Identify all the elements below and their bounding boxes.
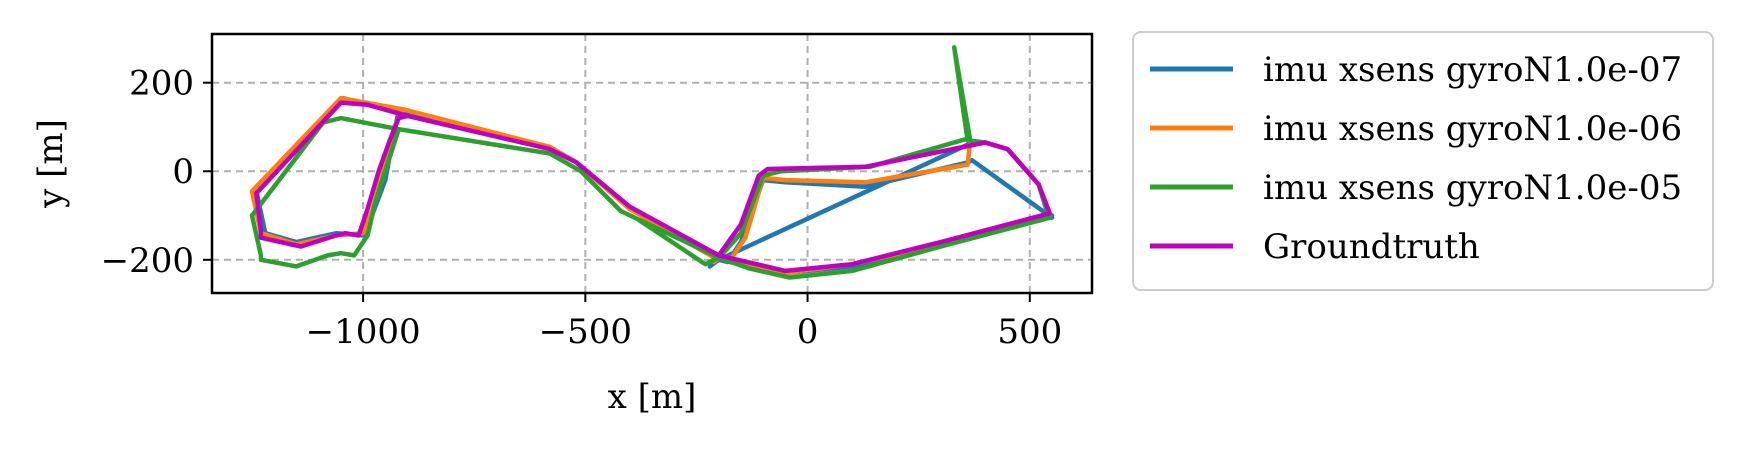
series-line-4 bbox=[254, 100, 1053, 274]
plot-frame bbox=[210, 32, 1094, 295]
y-tick-label: 200 bbox=[129, 64, 194, 104]
x-tick-label: −1000 bbox=[306, 312, 421, 352]
legend-box bbox=[1132, 31, 1714, 291]
y-tick-label: 0 bbox=[172, 152, 194, 192]
axis-ticks: −1000 −500 0 500 −200 0 200 bbox=[101, 64, 1063, 352]
legend-label: Groundtruth bbox=[1263, 227, 1480, 267]
y-tick-label: −200 bbox=[101, 241, 194, 281]
series-lines bbox=[249, 45, 1055, 280]
x-tick-label: 0 bbox=[797, 312, 819, 352]
legend-label: imu xsens gyroN1.0e-06 bbox=[1263, 109, 1682, 149]
x-axis-label: x [m] bbox=[608, 377, 697, 417]
legend-label: imu xsens gyroN1.0e-07 bbox=[1263, 50, 1682, 90]
series-path-segment bbox=[249, 126, 401, 269]
grid-lines bbox=[212, 34, 1092, 293]
legend-label: imu xsens gyroN1.0e-05 bbox=[1263, 168, 1682, 208]
x-tick-label: −500 bbox=[539, 312, 632, 352]
series-path bbox=[254, 100, 1053, 274]
legend: imu xsens gyroN1.0e-07 imu xsens gyroN1.0… bbox=[1132, 31, 1714, 291]
y-axis-label: y [m] bbox=[31, 119, 71, 209]
series-path-segment bbox=[254, 113, 410, 249]
x-tick-label: 500 bbox=[997, 312, 1062, 352]
